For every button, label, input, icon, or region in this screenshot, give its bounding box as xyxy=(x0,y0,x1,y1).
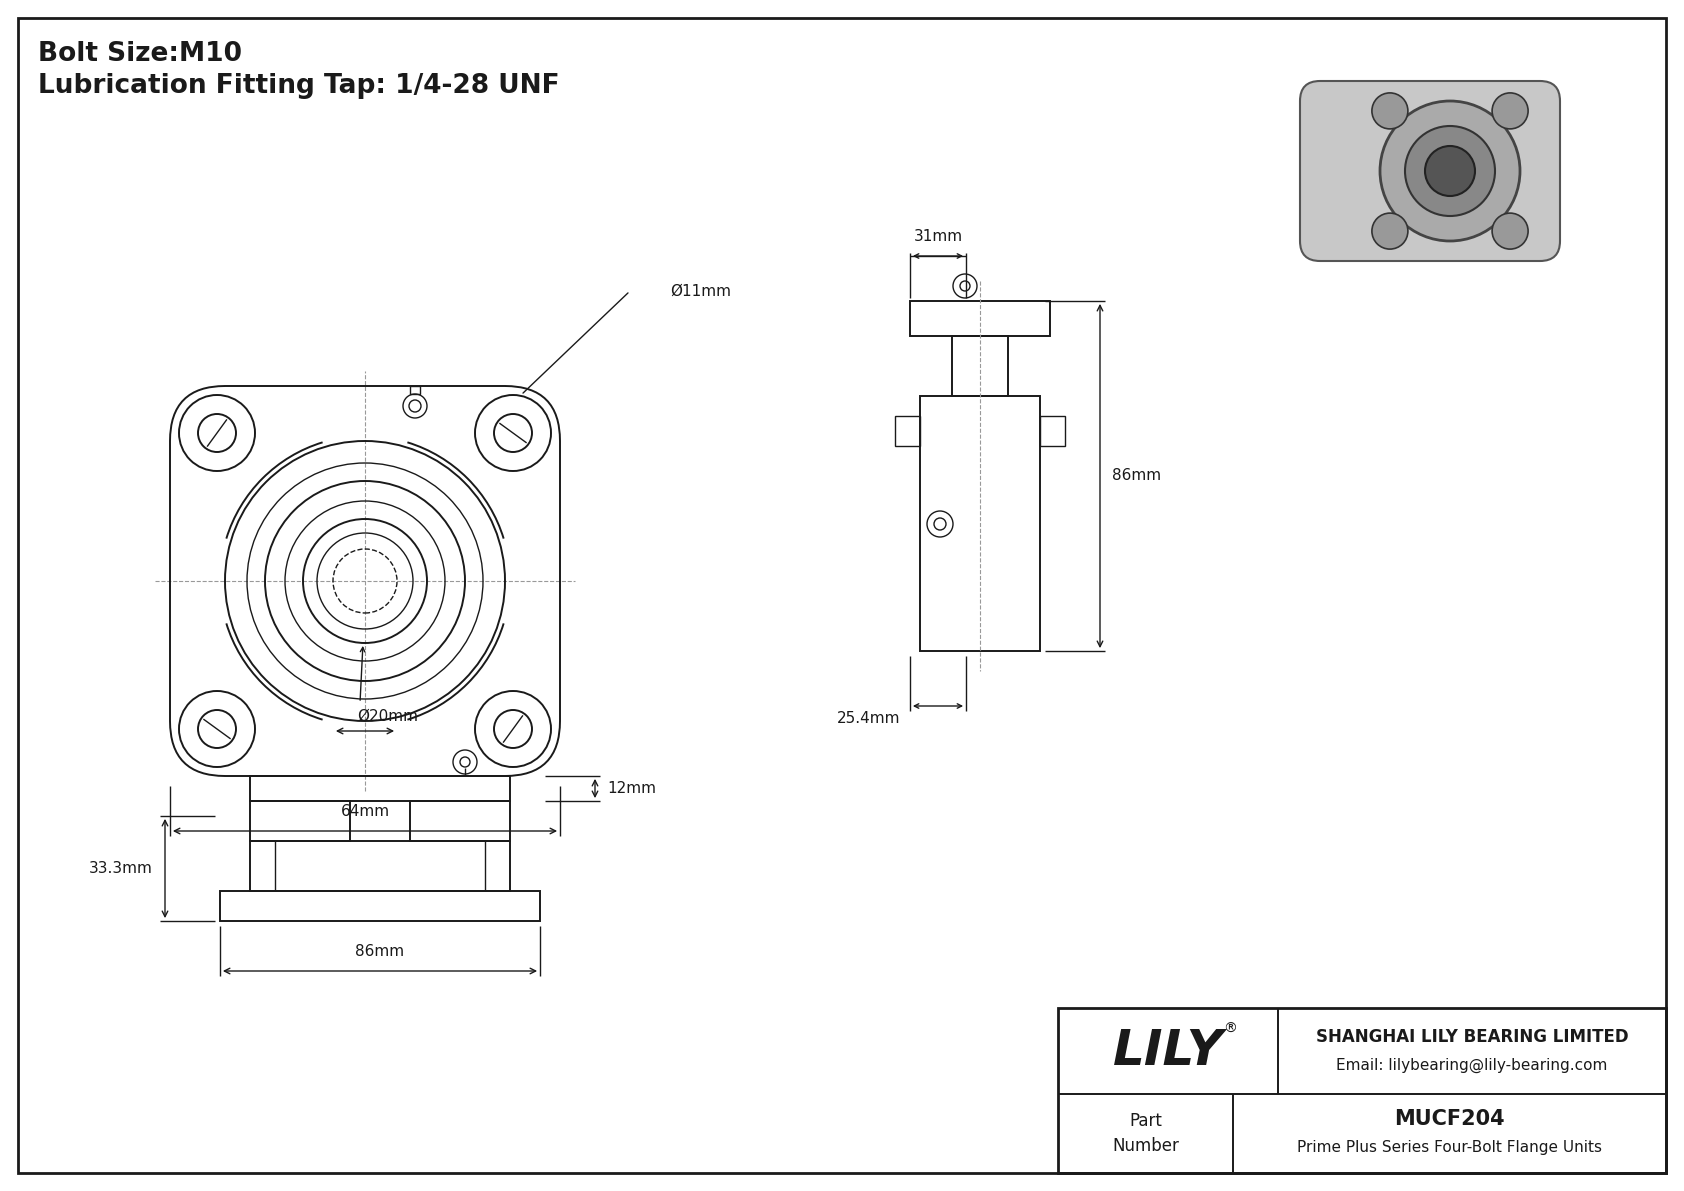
Bar xyxy=(894,416,919,445)
Text: Prime Plus Series Four-Bolt Flange Units: Prime Plus Series Four-Bolt Flange Units xyxy=(1297,1140,1601,1155)
Bar xyxy=(221,891,541,921)
Circle shape xyxy=(1372,93,1408,129)
Bar xyxy=(249,777,510,802)
Text: LILY: LILY xyxy=(1113,1027,1224,1075)
Bar xyxy=(1058,1008,1665,1173)
Text: 33.3mm: 33.3mm xyxy=(89,861,153,877)
Circle shape xyxy=(1492,93,1527,129)
Circle shape xyxy=(1404,126,1495,216)
Text: 86mm: 86mm xyxy=(355,944,404,959)
Text: Ø11mm: Ø11mm xyxy=(670,283,731,299)
Bar xyxy=(919,395,1041,651)
Bar xyxy=(409,386,419,394)
Text: Ø20mm: Ø20mm xyxy=(357,709,419,723)
Bar xyxy=(249,841,510,891)
Bar xyxy=(409,802,510,841)
Circle shape xyxy=(1372,213,1408,249)
Bar xyxy=(249,802,350,841)
Circle shape xyxy=(1492,213,1527,249)
Bar xyxy=(909,301,1051,336)
Text: SHANGHAI LILY BEARING LIMITED: SHANGHAI LILY BEARING LIMITED xyxy=(1315,1028,1628,1046)
Text: ®: ® xyxy=(1223,1022,1238,1036)
Text: 64mm: 64mm xyxy=(340,804,389,819)
Circle shape xyxy=(1425,146,1475,197)
Bar xyxy=(1041,416,1064,445)
Text: Lubrication Fitting Tap: 1/4-28 UNF: Lubrication Fitting Tap: 1/4-28 UNF xyxy=(39,73,559,99)
Text: Part
Number: Part Number xyxy=(1111,1112,1179,1155)
Text: Bolt Size:M10: Bolt Size:M10 xyxy=(39,40,242,67)
Text: 31mm: 31mm xyxy=(913,229,963,244)
Text: 12mm: 12mm xyxy=(606,781,657,796)
Bar xyxy=(951,336,1009,395)
Text: Email: lilybearing@lily-bearing.com: Email: lilybearing@lily-bearing.com xyxy=(1337,1058,1608,1073)
FancyBboxPatch shape xyxy=(1300,81,1559,261)
Circle shape xyxy=(1379,101,1521,241)
Text: MUCF204: MUCF204 xyxy=(1394,1109,1505,1129)
Text: 25.4mm: 25.4mm xyxy=(837,711,899,727)
Text: 86mm: 86mm xyxy=(1111,468,1162,484)
